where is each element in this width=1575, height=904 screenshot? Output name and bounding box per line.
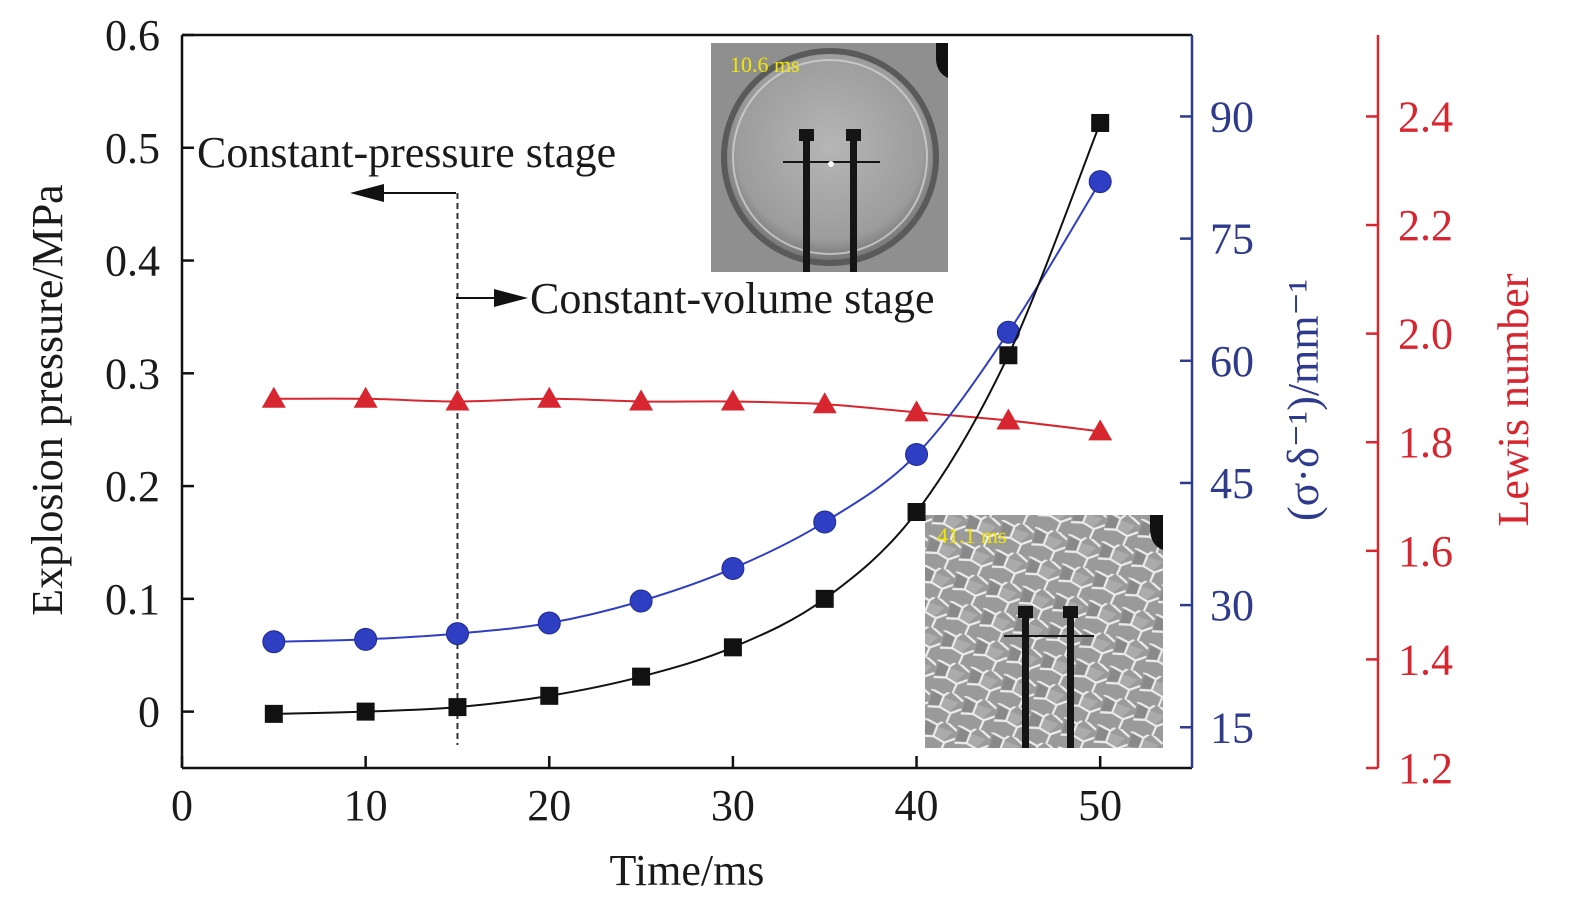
series-layer [261, 113, 1113, 723]
y-right-blue-tick-label: 45 [1210, 459, 1254, 508]
data-point-circle [629, 589, 653, 613]
data-point-square [356, 702, 375, 721]
data-point-circle [537, 611, 561, 635]
data-point-circle [813, 510, 837, 534]
constant-pressure-label: Constant-pressure stage [197, 128, 616, 177]
data-point-square [448, 698, 467, 717]
x-tick-label: 0 [171, 781, 193, 830]
data-point-triangle [996, 408, 1021, 430]
y-left-tick-label: 0 [138, 688, 160, 737]
y-right-blue-tick-label: 90 [1210, 92, 1254, 141]
inset-label-late: 41.1 ms [937, 523, 1007, 548]
arrowhead-right [494, 289, 528, 307]
data-point-square [1091, 113, 1110, 132]
y-right-red-axis: 1.2 1.4 1.6 1.8 2.0 2.2 2.4 [1366, 35, 1453, 793]
x-tick-label: 40 [895, 781, 939, 830]
arrowhead-left [350, 184, 384, 202]
series-line-right2 [273, 397, 1101, 433]
series-right1 [262, 170, 1112, 654]
x-tick-label: 10 [344, 781, 388, 830]
inset-photo-early: 10.6 ms [711, 43, 948, 272]
data-point-triangle [261, 386, 286, 408]
data-point-triangle [537, 386, 562, 408]
y-right-red-tick-label: 1.6 [1398, 527, 1453, 576]
data-point-triangle [445, 389, 470, 411]
data-point-square [632, 667, 651, 686]
y-left-tick-label: 0.5 [105, 124, 160, 173]
y-right-blue-tick-label: 15 [1210, 703, 1254, 752]
x-axis-label: Time/ms [610, 846, 765, 895]
stage-annotation: Constant-pressure stage Constant-volume … [197, 128, 935, 745]
data-point-square [907, 503, 926, 522]
data-point-triangle [1088, 419, 1113, 441]
plot-frame [180, 33, 1194, 770]
y-right-blue-tick-label: 60 [1210, 337, 1254, 386]
y-right-blue-tick-label: 75 [1210, 215, 1254, 264]
y-right-red-tick-label: 2.0 [1398, 310, 1453, 359]
data-point-triangle [353, 386, 378, 408]
data-point-square [264, 704, 283, 723]
y-right-blue-tick-label: 30 [1210, 581, 1254, 630]
data-point-triangle [629, 389, 654, 411]
data-point-circle [905, 442, 929, 466]
data-point-square [999, 346, 1018, 365]
x-axis-ticks: 0 10 20 30 40 50 [171, 756, 1122, 830]
data-point-circle [445, 622, 469, 646]
data-point-circle [262, 630, 286, 654]
y-left-tick-label: 0.1 [105, 575, 160, 624]
y-left-axis-ticks: 0 0.1 0.2 0.3 0.4 0.5 0.6 [105, 11, 194, 737]
y-left-tick-label: 0.3 [105, 349, 160, 398]
inset-label-early: 10.6 ms [730, 52, 800, 77]
data-point-triangle [812, 392, 837, 414]
y-right-blue-axis-ticks: 15 30 45 60 75 90 [1180, 92, 1254, 752]
x-tick-label: 30 [711, 781, 755, 830]
y-right-blue-axis-label: (σ·δ⁻¹)/mm⁻¹ [1279, 279, 1328, 521]
inset-photo-late: 41.1 ms [925, 515, 1163, 748]
y-left-tick-label: 0.4 [105, 237, 160, 286]
y-left-tick-label: 0.2 [105, 462, 160, 511]
y-right-red-tick-label: 2.4 [1398, 92, 1453, 141]
constant-volume-label: Constant-volume stage [530, 274, 935, 323]
data-point-circle [1088, 170, 1112, 194]
x-tick-label: 20 [527, 781, 571, 830]
y-right-red-tick-label: 1.4 [1398, 635, 1453, 684]
data-point-triangle [720, 389, 745, 411]
y-right-red-tick-label: 2.2 [1398, 201, 1453, 250]
y-right-red-axis-label: Lewis number [1489, 273, 1538, 526]
y-left-axis-label: Explosion pressure/MPa [23, 184, 72, 615]
data-point-triangle [904, 400, 929, 422]
y-right-red-tick-label: 1.2 [1398, 744, 1453, 793]
y-left-tick-label: 0.6 [105, 11, 160, 60]
data-point-square [723, 638, 742, 657]
series-left [264, 113, 1110, 723]
series-right2 [261, 386, 1113, 441]
data-point-circle [354, 627, 378, 651]
data-point-square [815, 589, 834, 608]
data-point-circle [721, 556, 745, 580]
data-point-square [540, 686, 559, 705]
y-right-red-tick-label: 1.8 [1398, 418, 1453, 467]
x-tick-label: 50 [1078, 781, 1122, 830]
